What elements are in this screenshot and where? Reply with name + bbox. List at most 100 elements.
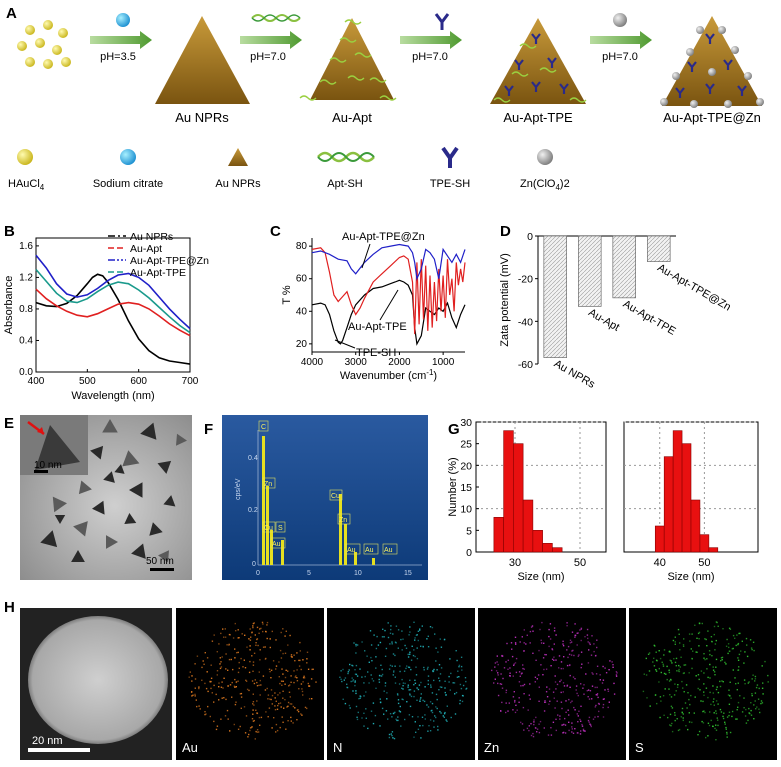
histogram-bar	[503, 430, 514, 553]
map-dot	[553, 643, 555, 645]
map-dot	[355, 705, 358, 708]
map-dot	[363, 712, 365, 714]
map-dot	[255, 709, 257, 711]
map-dot	[507, 668, 509, 670]
y-tick-label: 15	[460, 482, 472, 494]
map-dot	[675, 657, 678, 660]
x-tick-label: 400	[28, 376, 45, 387]
map-dot	[703, 672, 705, 674]
map-dot	[260, 716, 263, 719]
map-dot	[403, 670, 406, 672]
map-dot	[737, 659, 740, 661]
map-dot	[249, 660, 251, 663]
map-dot	[511, 655, 514, 658]
map-dot	[398, 710, 401, 712]
map-dot	[555, 718, 557, 720]
map-dot	[553, 630, 556, 632]
map-dot	[462, 695, 464, 697]
map-dot	[259, 694, 261, 696]
map-dot	[288, 691, 291, 693]
map-dot	[519, 641, 521, 643]
map-dot	[455, 691, 458, 694]
map-dot	[194, 663, 196, 665]
map-dot	[251, 718, 254, 720]
map-dot	[744, 715, 747, 717]
map-dot	[358, 698, 360, 700]
map-dot	[548, 703, 550, 705]
tem-inset-scale: 10 nm	[34, 460, 62, 471]
map-dot	[679, 649, 681, 651]
map-dot	[735, 683, 737, 685]
map-dot	[243, 706, 246, 708]
map-dot	[550, 734, 553, 736]
histogram-bar	[708, 547, 719, 553]
map-dot	[662, 695, 665, 697]
map-dot	[220, 718, 222, 720]
map-dot	[211, 640, 214, 642]
map-dot	[246, 688, 249, 691]
map-dot	[275, 731, 277, 733]
y-axis-label: Number (%)	[447, 457, 459, 516]
map-dot	[613, 693, 616, 695]
map-dot	[596, 693, 599, 695]
map-dot	[267, 716, 269, 718]
map-dot	[375, 667, 377, 669]
map-dot	[266, 687, 268, 690]
map-dot	[616, 672, 618, 674]
map-dot	[417, 728, 420, 730]
map-dot	[265, 657, 267, 660]
map-dot	[450, 716, 452, 719]
map-dot	[389, 643, 391, 645]
map-dot	[497, 682, 499, 685]
map-dot	[444, 680, 446, 682]
map-dot	[529, 642, 531, 644]
map-dot	[522, 706, 525, 709]
map-dot	[308, 698, 311, 700]
map-dot	[306, 658, 308, 660]
map-dot	[459, 683, 462, 686]
map-dot	[391, 734, 393, 737]
map-dot	[289, 696, 291, 698]
map-dot	[258, 716, 261, 719]
map-dot	[228, 658, 231, 661]
panel-letter-d: D	[500, 223, 511, 240]
map-dot	[728, 711, 731, 713]
map-dot	[368, 682, 370, 684]
legend-tpe-sh: TPE-SH	[430, 178, 470, 190]
map-dot	[615, 671, 618, 673]
map-dot	[204, 652, 206, 654]
map-dot	[409, 651, 411, 653]
map-dot	[655, 669, 657, 671]
map-dot	[746, 655, 749, 658]
map-dot	[698, 622, 701, 625]
map-dot	[351, 664, 353, 667]
map-dot	[409, 631, 411, 633]
map-dot	[293, 681, 295, 684]
map-dot	[394, 711, 396, 714]
map-dot	[558, 667, 560, 669]
map-dot	[253, 622, 255, 624]
map-dot	[719, 680, 721, 683]
map-dot	[270, 677, 272, 679]
map-dot	[740, 650, 742, 652]
au-apt-tpe-zn-particle	[660, 16, 764, 108]
map-dot	[706, 668, 708, 670]
nanoprism	[73, 521, 88, 537]
map-dot	[299, 659, 301, 662]
map-dot	[596, 686, 598, 689]
map-dot	[523, 693, 525, 695]
map-dot	[549, 700, 551, 702]
map-dot	[758, 687, 760, 690]
map-dot	[401, 678, 403, 681]
map-dot	[424, 718, 426, 720]
map-dot	[532, 732, 534, 735]
map-dot	[573, 654, 575, 657]
map-dot	[384, 629, 386, 632]
map-dot	[399, 705, 401, 708]
nanoprism	[114, 464, 125, 474]
map-dot	[269, 670, 271, 673]
map-dot	[658, 667, 660, 670]
map-dot	[521, 636, 523, 638]
map-dot	[602, 665, 604, 668]
